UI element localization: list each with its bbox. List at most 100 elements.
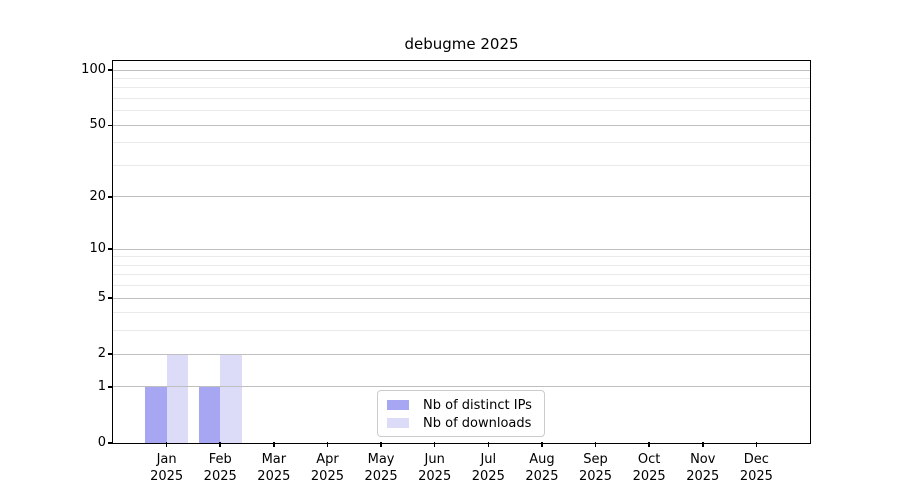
x-tick [326,442,329,447]
y-tick [108,196,113,198]
x-tick-year: 2025 [471,469,505,484]
x-tick-label: Jul 2025 [456,451,520,485]
y-tick-label: 1 [97,378,106,394]
legend-item-distinct-ips: Nb of distinct IPs [387,397,536,413]
x-tick-month: Jan [156,452,177,467]
gridline-minor [113,98,810,100]
x-tick-month: Apr [316,452,339,467]
x-tick-month: Jun [424,452,445,467]
gridline-major [113,297,810,299]
x-tick-label: Jun 2025 [403,451,467,485]
y-tick-label: 2 [97,346,106,362]
gridline-minor [113,77,810,79]
gridline-minor [113,165,810,166]
gridline-minor [113,142,810,144]
ticks-layer [108,61,810,447]
bar-nb-of-distinct-ips [198,386,221,443]
x-tick [702,442,704,447]
gridline-major [113,248,810,250]
y-tick [108,386,113,388]
x-tick-month: Nov [690,452,716,467]
x-tick-year: 2025 [686,469,720,484]
x-tick [219,442,221,447]
x-tick-month: Mar [261,452,287,467]
x-tick-year: 2025 [257,469,291,484]
chart-title: debugme 2025 [404,35,519,53]
x-tick-label: Feb 2025 [188,451,252,485]
x-tick-year: 2025 [739,469,773,484]
x-tick-year: 2025 [632,469,666,484]
x-tick-label: Aug 2025 [510,451,574,485]
x-tick-month: Aug [529,452,555,467]
x-tick [380,442,382,447]
x-tick [433,442,436,447]
x-tick-year: 2025 [578,469,613,484]
x-tick-label: Jan 2025 [135,451,199,485]
gridline-minor [113,330,810,332]
x-tick-label: Dec 2025 [724,451,788,485]
gridline-minor [113,274,810,276]
x-tick [755,442,758,447]
y-tick [108,353,113,355]
x-tick-label: Oct 2025 [617,451,681,485]
y-tick [108,297,113,299]
x-tick-month: Sep [583,452,608,467]
y-tick-label: 100 [81,62,106,78]
gridline-minor [113,285,810,287]
x-tick-year: 2025 [418,469,452,484]
x-tick-year: 2025 [203,469,237,484]
bar-nb-of-downloads [220,354,242,443]
minor-grid-layer [113,61,810,443]
legend-swatch-distinct-ips [387,400,409,410]
legend-label-downloads: Nb of downloads [423,415,532,431]
legend-swatch-downloads [387,418,409,428]
gridline-major [113,196,810,198]
gridline-major [113,69,810,71]
legend-label-distinct-ips: Nb of distinct IPs [423,397,532,413]
legend-item-downloads: Nb of downloads [387,415,536,431]
x-tick-year: 2025 [150,469,184,484]
bar-nb-of-downloads [166,354,189,443]
gridline-major [113,353,810,355]
x-tick-month: Jul [480,452,497,467]
gridline-minor [113,256,810,258]
y-tick-label: 20 [89,188,106,204]
x-tick-label: Nov 2025 [671,451,735,485]
y-tick [108,124,113,127]
y-tick [108,442,113,444]
gridline-minor [113,312,810,314]
y-tick-label: 5 [97,290,106,306]
x-tick [165,442,168,447]
x-tick-month: Feb [208,452,232,467]
x-tick [648,442,650,447]
gridline-minor [113,87,810,89]
x-tick-label: Mar 2025 [242,451,306,485]
gridline-minor [113,264,810,266]
y-tick-label: 0 [97,435,106,450]
bar-nb-of-distinct-ips [145,386,167,443]
plot-area: Nb of distinct IPs Nb of downloads [108,60,811,447]
x-tick [487,442,490,447]
legend: Nb of distinct IPs Nb of downloads [377,390,545,437]
bars-layer [113,61,810,443]
major-grid-layer [113,61,810,443]
y-tick [108,69,113,71]
x-tick-label: Sep 2025 [564,451,628,485]
x-tick-label: Apr 2025 [295,451,359,485]
x-tick-month: May [367,452,395,467]
x-tick-year: 2025 [525,469,559,484]
x-tick [273,442,275,447]
x-tick-month: Oct [637,452,661,467]
y-tick-label: 50 [89,117,106,133]
gridline-major [113,124,810,126]
gridline-major [113,386,810,388]
x-tick [541,442,543,447]
y-tick-label: 10 [89,241,106,257]
gridline-minor [113,110,810,112]
x-tick-year: 2025 [364,469,398,484]
x-tick-year: 2025 [310,469,344,484]
x-tick-label: May 2025 [349,451,413,485]
x-tick [594,442,597,447]
y-tick [108,248,113,250]
